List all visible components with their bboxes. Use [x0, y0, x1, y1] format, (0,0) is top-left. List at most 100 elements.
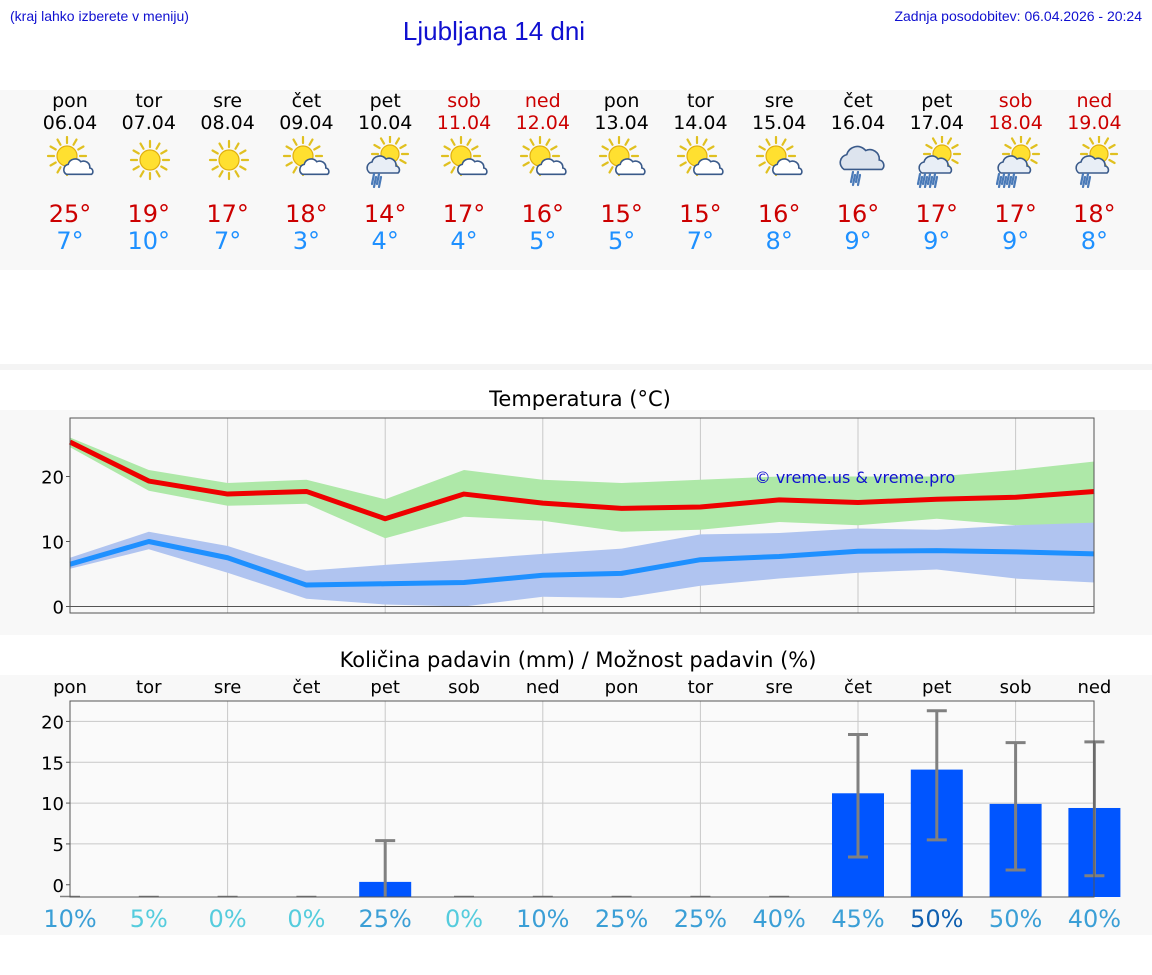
day-date: 17.04: [909, 112, 964, 134]
max-temp-range-band: [70, 437, 1095, 539]
precipitation-chart: pon tor sre čet pet sob ned pon tor sre čet pet sob n…: [0, 675, 1152, 935]
sun-cloud-icon: [46, 136, 94, 177]
max-temp: 25°: [48, 200, 92, 228]
max-temp: 18°: [1073, 200, 1116, 228]
min-temp: 9°: [844, 227, 872, 255]
sun-rain-icon: [366, 136, 410, 188]
precipitation-probability: 0%: [209, 905, 247, 933]
y-tick-label: 10: [41, 794, 64, 815]
day-name: pon: [603, 90, 640, 112]
precipitation-chart-title: Količina padavin (mm) / Možnost padavin …: [339, 648, 817, 672]
min-temp: 3°: [292, 227, 321, 255]
day-date: 06.04: [42, 112, 98, 134]
last-updated: Zadnja posodobitev: 06.04.2026 - 20:24: [894, 8, 1142, 24]
category-label: pet: [370, 677, 400, 698]
max-temp-line: [68, 439, 1095, 522]
min-temp: 9°: [1001, 227, 1030, 255]
category-label: ned: [526, 677, 560, 698]
min-temp: 8°: [765, 227, 793, 255]
temperature-chart: 0 10 20 © vreme.us & vreme.pro: [0, 410, 1152, 635]
precipitation-chart-svg: pon tor sre čet pet sob ned pon tor sre čet pet sob n…: [41, 677, 1121, 933]
day-date: 19.04: [1067, 112, 1122, 134]
day-name: tor: [135, 90, 163, 112]
temperature-chart-svg: 0 10 20 © vreme.us & vreme.pro: [41, 417, 1095, 619]
max-temp: 14°: [363, 200, 407, 228]
day-name: ned: [1076, 90, 1113, 112]
category-label: ned: [1077, 677, 1111, 698]
day-name: ned: [524, 90, 561, 112]
menu-hint: (kraj lahko izberete v meniju): [10, 8, 189, 24]
separator: [0, 364, 1152, 370]
category-label: sre: [214, 677, 241, 698]
day-date: 15.04: [751, 112, 807, 134]
category-label: čet: [844, 677, 872, 698]
precipitation-probability: 10%: [43, 905, 96, 933]
day-date: 14.04: [673, 112, 728, 134]
day-date: 10.04: [357, 112, 413, 134]
precipitation-probability: 0%: [445, 905, 483, 933]
day-name: pon: [52, 90, 88, 112]
day-date: 07.04: [121, 112, 176, 134]
max-temp: 17°: [206, 200, 249, 228]
temperature-chart-title: Temperatura (°C): [489, 387, 671, 411]
day-name: čet: [291, 90, 322, 112]
plot-frame: [69, 700, 1095, 898]
max-temp: 17°: [915, 200, 959, 228]
y-tick-label: 10: [41, 533, 64, 554]
sun-cloud-icon: [519, 136, 567, 177]
day-name: pet: [921, 90, 953, 112]
max-temp: 19°: [127, 200, 171, 228]
precipitation-probability: 25%: [595, 905, 648, 933]
forecast-strip: pon 06.04 25° 7° tor 07.04 19° 10° sre 08.04 17° 7°…: [0, 90, 1152, 270]
day-name: pet: [369, 90, 401, 112]
precipitation-probability: 25%: [674, 905, 727, 933]
min-temp: 5°: [607, 227, 636, 255]
min-temp-line: [69, 539, 1095, 588]
max-temp: 16°: [521, 200, 565, 228]
min-temp: 7°: [56, 227, 84, 255]
min-temp: 10°: [127, 227, 171, 255]
precipitation-probability: 50%: [910, 905, 963, 933]
day-date: 13.04: [594, 112, 649, 134]
day-date: 08.04: [200, 112, 255, 134]
min-temp: 5°: [529, 227, 557, 255]
min-temp: 8°: [1080, 227, 1109, 255]
day-name: sob: [447, 90, 481, 112]
sun-cloud-icon: [283, 136, 331, 177]
max-temp: 15°: [600, 200, 643, 228]
precipitation-probability: 40%: [1068, 905, 1121, 933]
day-name: sre: [764, 90, 794, 112]
category-label: tor: [136, 677, 162, 698]
min-temp: 4°: [371, 227, 399, 255]
day-date: 18.04: [988, 112, 1043, 134]
precipitation-probability: 45%: [831, 905, 884, 933]
sun-heavy-rain-icon: [916, 136, 961, 188]
day-date: 09.04: [279, 112, 334, 134]
min-temp: 9°: [923, 227, 951, 255]
y-tick-label: 20: [41, 468, 64, 489]
category-label: pon: [605, 677, 639, 698]
sun-icon: [129, 139, 170, 181]
day-name: sre: [213, 90, 243, 112]
y-tick-label: 5: [53, 835, 64, 856]
category-label: sob: [448, 677, 480, 698]
precipitation-probability: 40%: [753, 905, 806, 933]
day-date: 11.04: [436, 112, 492, 134]
y-tick-label: 20: [41, 712, 64, 733]
max-temp: 18°: [285, 200, 328, 228]
max-temp: 17°: [442, 200, 486, 228]
sun-cloud-icon: [440, 136, 488, 177]
category-label: pon: [53, 677, 87, 698]
day-date: 12.04: [515, 112, 570, 134]
plot-frame: [69, 417, 1095, 614]
category-label: tor: [688, 677, 714, 698]
max-temp: 17°: [994, 200, 1037, 228]
page-title: Ljubljana 14 dni: [402, 16, 586, 46]
category-label: pet: [922, 677, 952, 698]
y-tick-label: 0: [53, 598, 64, 619]
precipitation-probability: 25%: [359, 905, 412, 933]
max-temp: 16°: [836, 200, 880, 228]
precipitation-probability: 5%: [130, 905, 168, 933]
sun-cloud-icon: [756, 136, 803, 177]
min-temp: 7°: [213, 227, 242, 255]
